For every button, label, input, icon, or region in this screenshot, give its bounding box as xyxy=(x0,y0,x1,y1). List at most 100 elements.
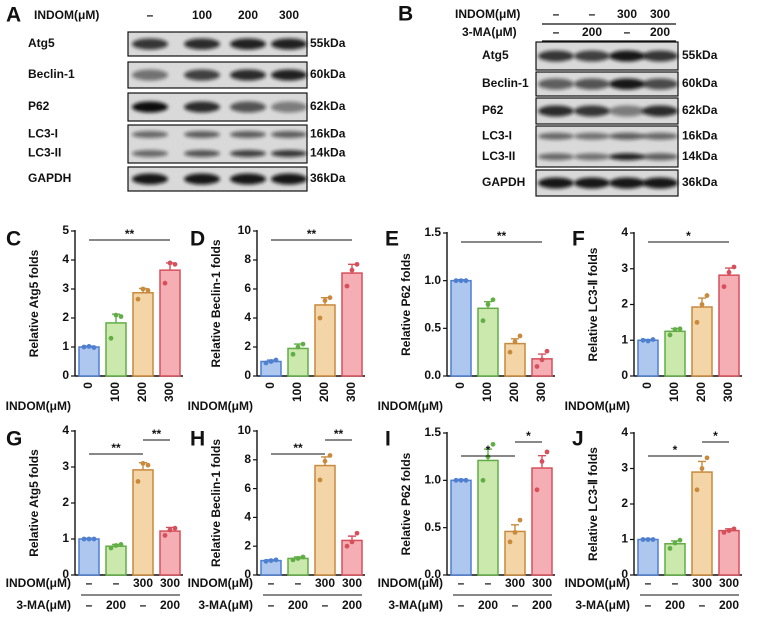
x-tick-label: – xyxy=(485,576,492,590)
x-tick-label: 200 xyxy=(342,598,362,612)
x-tick-label: – xyxy=(645,576,652,590)
bar xyxy=(477,459,499,576)
significance-label: * xyxy=(686,229,691,243)
band xyxy=(271,101,307,113)
data-point xyxy=(640,337,646,343)
x-tick-label: – xyxy=(86,576,93,590)
data-point xyxy=(694,487,700,493)
data-point xyxy=(539,459,545,464)
x-tick-label: – xyxy=(140,598,147,612)
x-tick-label: 200 xyxy=(665,598,685,612)
band xyxy=(271,38,307,50)
treatment-value: – xyxy=(147,8,154,22)
x-tick-label: 200 xyxy=(532,598,552,612)
band xyxy=(538,132,574,140)
treatment-value: 200 xyxy=(238,8,258,22)
band xyxy=(230,150,266,157)
band xyxy=(271,150,307,157)
x-tick-label: 300 xyxy=(315,576,335,590)
treatment-value: – xyxy=(624,25,631,39)
panel-letter: B xyxy=(398,3,413,26)
band xyxy=(538,78,574,90)
bar xyxy=(450,479,472,576)
y-axis-label: Relative P62 folds xyxy=(399,452,413,555)
bar xyxy=(450,279,472,377)
data-point xyxy=(677,537,683,543)
size-label: 55kDa xyxy=(682,48,718,62)
x-axis-label: 3-MA(μM) xyxy=(388,598,443,612)
data-point xyxy=(640,537,646,542)
data-point xyxy=(645,537,651,542)
y-tick-label: 1.5 xyxy=(424,225,441,239)
data-point xyxy=(534,364,540,369)
x-tick-label: – xyxy=(458,576,465,590)
bar xyxy=(691,306,713,377)
band xyxy=(538,177,574,189)
data-point xyxy=(268,359,274,364)
band xyxy=(184,150,220,157)
panel-letter: I xyxy=(385,428,391,451)
data-point xyxy=(108,545,114,551)
y-axis-label: Relative Beclin-1 folds xyxy=(209,439,223,567)
data-point xyxy=(327,453,333,458)
x-axis-label: INDOM(μM) xyxy=(378,576,443,590)
x-tick-label: 300 xyxy=(505,576,525,590)
y-tick-label: 10 xyxy=(238,223,252,237)
size-label: 36kDa xyxy=(310,171,346,185)
x-tick-label: 300 xyxy=(534,382,548,402)
x-tick-label: 300 xyxy=(342,576,362,590)
band xyxy=(642,105,678,117)
protein-label: LC3-II xyxy=(28,146,61,160)
x-axis-label: 3-MA(μM) xyxy=(16,598,71,612)
y-tick-label: 10 xyxy=(238,423,252,437)
data-point xyxy=(672,327,678,332)
x-axis-label: 3-MA(μM) xyxy=(198,598,253,612)
x-tick-label: 100 xyxy=(108,382,122,402)
y-tick-label: 6 xyxy=(244,281,251,295)
x-tick-label: 100 xyxy=(480,382,494,402)
x-tick-label: – xyxy=(322,598,329,612)
data-point xyxy=(458,278,464,284)
y-tick-label: 1 xyxy=(62,339,69,353)
data-point xyxy=(667,332,673,338)
data-point xyxy=(263,360,269,366)
data-point xyxy=(118,314,124,319)
data-point xyxy=(667,545,673,551)
treatment-label: INDOM(μM) xyxy=(34,8,99,22)
data-point xyxy=(81,344,87,350)
band xyxy=(230,131,266,138)
x-tick-label: 300 xyxy=(692,576,712,590)
treatment-value: 300 xyxy=(617,7,637,21)
band xyxy=(132,38,168,50)
protein-label: GAPDH xyxy=(28,171,71,185)
bar xyxy=(637,339,659,377)
y-tick-label: 0 xyxy=(244,368,251,382)
y-tick-label: 0 xyxy=(244,567,251,581)
y-axis-label: Relative Atg5 folds xyxy=(27,449,41,557)
data-point xyxy=(322,298,328,303)
x-tick-label: 0 xyxy=(640,382,654,389)
data-point xyxy=(517,333,523,339)
data-point xyxy=(81,536,87,542)
protein-label: LC3-II xyxy=(482,149,515,163)
data-point xyxy=(458,477,464,483)
x-tick-label: 300 xyxy=(721,382,735,402)
data-point xyxy=(512,339,518,345)
data-point xyxy=(118,542,124,547)
size-label: 16kDa xyxy=(682,128,718,142)
data-point xyxy=(145,288,151,293)
band xyxy=(574,153,610,161)
data-point xyxy=(172,525,178,531)
bar xyxy=(105,545,127,576)
x-tick-label: – xyxy=(113,576,120,590)
band xyxy=(271,69,307,81)
data-point xyxy=(268,558,274,563)
significance-label: ** xyxy=(334,427,344,441)
bar xyxy=(718,274,740,377)
bar xyxy=(287,347,309,377)
data-point xyxy=(731,264,737,270)
y-tick-label: 2 xyxy=(244,339,251,353)
band xyxy=(184,173,220,185)
significance-label: ** xyxy=(125,227,135,241)
data-point xyxy=(650,537,656,542)
